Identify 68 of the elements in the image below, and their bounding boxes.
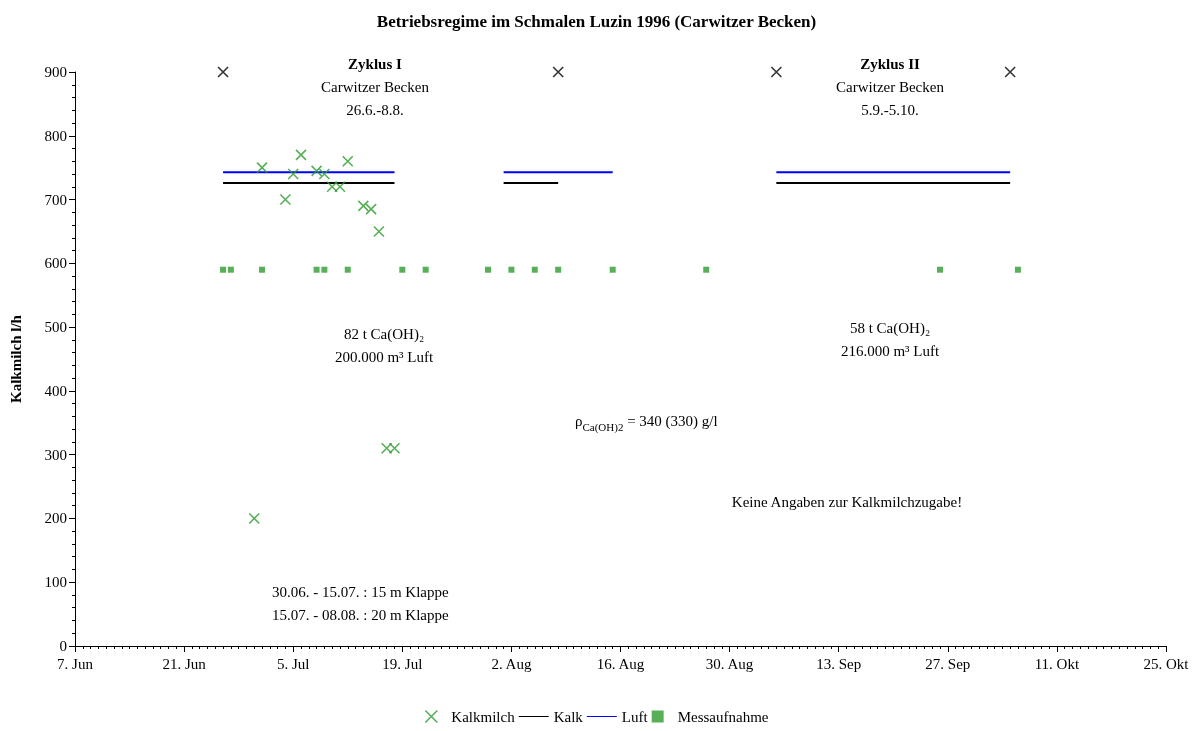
point bbox=[531, 266, 538, 273]
x-tick-label: 21. Jun bbox=[162, 655, 207, 672]
y-tick-label: 400 bbox=[44, 382, 67, 399]
legend-label: Luft bbox=[621, 708, 649, 725]
y-tick-label: 300 bbox=[44, 446, 67, 463]
point bbox=[380, 442, 393, 455]
annotation: Zyklus I Carwitzer Becken 26.6.-8.8. bbox=[321, 55, 430, 118]
point bbox=[609, 266, 616, 273]
point bbox=[321, 266, 328, 273]
annotation: 30.06. - 15.07. : 15 m Klappe 15.07. - 08.08. : 20 m Klappe bbox=[272, 583, 449, 623]
y-tick-label: 700 bbox=[44, 191, 67, 208]
x-tick-label: 27. Sep bbox=[925, 655, 971, 672]
x-tick-label: 7. Jun bbox=[57, 655, 94, 672]
point bbox=[422, 266, 429, 273]
point bbox=[310, 165, 323, 177]
point bbox=[318, 168, 331, 180]
point bbox=[555, 266, 562, 273]
x-tick-label: 2. Aug bbox=[491, 655, 532, 672]
point bbox=[1004, 66, 1016, 78]
point bbox=[344, 266, 351, 273]
annotation: Keine Angaben zur Kalkmilchzugabe! bbox=[731, 493, 963, 510]
x-tick-label: 30. Aug bbox=[705, 655, 754, 672]
point bbox=[1014, 266, 1021, 273]
y-tick-label: 0 bbox=[59, 638, 67, 654]
point bbox=[388, 442, 401, 455]
point bbox=[256, 161, 268, 174]
x-tick-label: 5. Jul bbox=[276, 655, 310, 672]
point bbox=[770, 66, 783, 78]
point bbox=[287, 168, 299, 180]
point bbox=[326, 181, 338, 193]
point bbox=[485, 266, 492, 273]
y-tick-label: 600 bbox=[44, 255, 67, 272]
legend-label: Kalk bbox=[553, 708, 584, 725]
y-tick-label: 500 bbox=[44, 319, 67, 336]
point bbox=[259, 266, 266, 273]
point bbox=[217, 66, 229, 78]
annotation: 58 t Ca(OH)₂ 216.000 m³ Luft bbox=[840, 319, 940, 359]
point bbox=[220, 266, 227, 273]
legend-label: Kalkmilch bbox=[451, 708, 516, 725]
point bbox=[365, 203, 377, 215]
y-tick-label: 200 bbox=[44, 510, 67, 527]
y-tick-label: 100 bbox=[44, 574, 67, 591]
x-tick-label: 11. Okt bbox=[1034, 655, 1080, 672]
x-tick-label: 19. Jul bbox=[382, 655, 423, 672]
point bbox=[279, 193, 292, 206]
y-tick-label: 800 bbox=[44, 127, 67, 144]
point bbox=[508, 266, 515, 273]
point bbox=[341, 155, 354, 168]
y-axis-title: Kalkmilch l/h bbox=[7, 314, 24, 403]
chart-title: Betriebsregime im Schmalen Luzin 1996 (Carwitzer Becken) bbox=[376, 12, 817, 31]
point bbox=[334, 181, 346, 193]
point bbox=[703, 266, 710, 273]
point bbox=[552, 66, 564, 78]
point bbox=[399, 266, 406, 273]
point bbox=[373, 225, 385, 238]
point bbox=[248, 512, 261, 525]
y-tick-label: 900 bbox=[44, 64, 67, 80]
x-tick-label: 16. Aug bbox=[596, 655, 645, 672]
annotation: Zyklus II Carwitzer Becken 5.9.-5.10. bbox=[836, 55, 945, 118]
point bbox=[295, 149, 307, 161]
point bbox=[937, 266, 944, 273]
annotation: 82 t Ca(OH)₂ 200.000 m³ Luft bbox=[334, 325, 434, 365]
x-tick-label: 13. Sep bbox=[816, 655, 862, 672]
point bbox=[313, 266, 320, 273]
point bbox=[227, 266, 234, 273]
legend-label: Messaufnahme bbox=[677, 708, 769, 725]
x-tick-label: 25. Okt bbox=[1143, 655, 1190, 672]
point bbox=[357, 200, 370, 212]
